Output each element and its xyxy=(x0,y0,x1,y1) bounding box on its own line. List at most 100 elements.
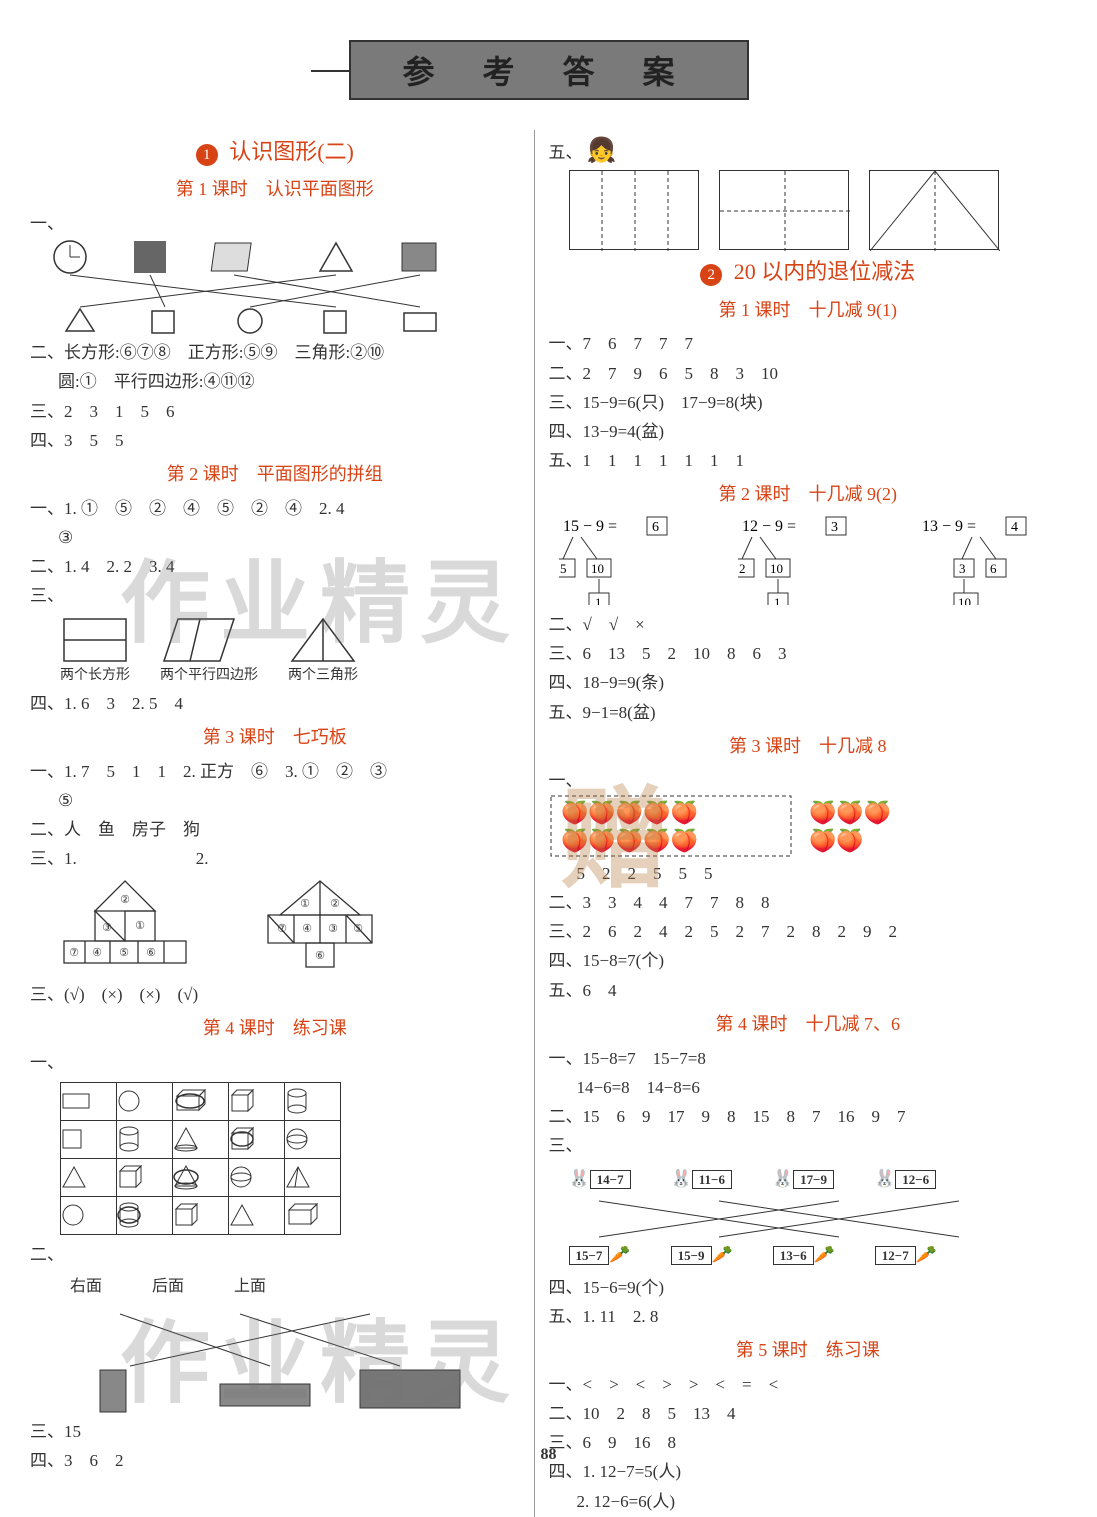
table-row xyxy=(61,1082,341,1120)
r-l4-title: 第 4 课时 十几减 7、6 xyxy=(549,1010,1068,1039)
rabbit-icon: 🐰12−6 xyxy=(874,1165,936,1192)
r-l1-q3: 三、15−9=6(只) 17−9=8(块) xyxy=(549,389,1068,416)
r-l2-q4: 四、18−9=9(条) xyxy=(549,669,1068,696)
l2-shapes: 两个长方形 两个平行四边形 两个三角形 xyxy=(60,615,520,687)
svg-text:6: 6 xyxy=(990,561,997,576)
svg-text:10: 10 xyxy=(770,561,783,576)
svg-text:⑥: ⑥ xyxy=(146,947,156,959)
lbl-para: 两个平行四边形 xyxy=(160,665,258,687)
unit1-text: 认识图形(二) xyxy=(229,139,354,164)
l2-q3: 三、 xyxy=(30,582,520,609)
r-l4-q4: 四、15−6=9(个) xyxy=(549,1274,1068,1301)
svg-text:③: ③ xyxy=(102,922,112,934)
fold-boxes xyxy=(569,170,1068,250)
rabbit-row: 🐰14−7 🐰11−6 🐰17−9 🐰12−6 xyxy=(569,1165,1068,1192)
view-top: 上面 xyxy=(234,1274,266,1300)
unit1-title: 1 认识图形(二) xyxy=(30,134,520,169)
l2-q4: 四、1. 6 3 2. 5 4 xyxy=(30,690,520,717)
l2-q2: 二、1. 4 2. 2 3. 4 xyxy=(30,553,520,580)
r-l1-q2: 二、2 7 9 6 5 8 3 10 xyxy=(549,360,1068,387)
fold-1 xyxy=(569,170,699,250)
r-l5-q4b: 2. 12−6=6(人) xyxy=(549,1488,1068,1515)
shape-table xyxy=(60,1082,341,1235)
r-l5-title: 第 5 课时 练习课 xyxy=(549,1336,1068,1365)
view-labels: 右面 后面 上面 xyxy=(70,1274,520,1300)
shape-two-para: 两个平行四边形 xyxy=(160,615,258,687)
svg-text:⑥: ⑥ xyxy=(315,950,325,962)
r-l2-q3: 三、6 13 5 2 10 8 6 3 xyxy=(549,640,1068,667)
r-l1-q5: 五、1 1 1 1 1 1 1 xyxy=(549,447,1068,474)
svg-text:12 − 9 =: 12 − 9 = xyxy=(742,518,796,535)
svg-text:6: 6 xyxy=(652,520,659,535)
view-right: 右面 xyxy=(70,1274,102,1300)
rabbit-icon: 🐰17−9 xyxy=(772,1165,834,1192)
r-l3-q3: 三、2 6 2 4 2 5 2 7 2 8 2 9 2 xyxy=(549,918,1068,945)
r-l1-q1: 一、7 6 7 7 7 xyxy=(549,330,1068,357)
fold-2 xyxy=(719,170,849,250)
svg-text:①: ① xyxy=(300,898,310,910)
r-l3-line1: 5 2 2 5 5 5 xyxy=(549,860,1068,887)
carrot-icon: 15−9🥕 xyxy=(671,1241,733,1268)
r-l3-title: 第 3 课时 十几减 8 xyxy=(549,732,1068,761)
l3-q3: 三、1. 2. xyxy=(30,845,520,872)
r-l3-peaches: 一、 🍑🍑🍑🍑🍑🍑🍑🍑 🍑🍑🍑🍑🍑🍑🍑 xyxy=(549,767,1068,858)
column-divider xyxy=(534,130,535,1517)
l3-q3check: 三、(√) (×) (×) (√) xyxy=(30,981,520,1008)
unit2-title: 2 20 以内的退位减法 xyxy=(549,254,1068,289)
table-row xyxy=(61,1196,341,1234)
svg-text:🍑🍑: 🍑🍑 xyxy=(809,828,864,853)
svg-text:③: ③ xyxy=(328,923,338,935)
r-l4-q1b: 14−6=8 14−8=6 xyxy=(549,1074,1068,1101)
l3-q1: 一、1. 7 5 1 1 2. 正方 ⑥ 3. ① ② ③ xyxy=(30,758,520,785)
l4-title: 第 4 课时 练习课 xyxy=(30,1014,520,1043)
peach-diagram: 🍑🍑🍑🍑🍑🍑🍑🍑 🍑🍑🍑🍑🍑🍑🍑 xyxy=(549,794,949,858)
unit1-num: 1 xyxy=(196,144,218,166)
l3-title: 第 3 课时 七巧板 xyxy=(30,723,520,752)
r-l2-q2: 二、√ √ × xyxy=(549,611,1068,638)
table-row xyxy=(61,1158,341,1196)
page-number: 88 xyxy=(541,1446,557,1464)
r-l4-q1a: 一、15−8=7 15−7=8 xyxy=(549,1045,1068,1072)
rabbit-icon: 🐰14−7 xyxy=(569,1165,631,1192)
header-banner: 参 考 答 案 xyxy=(349,40,749,100)
fold-3 xyxy=(869,170,999,250)
l2-q1a: 一、1. ① ⑤ ② ④ ⑤ ② ④ 2. 4 xyxy=(30,495,520,522)
r-l3-q5: 五、6 4 xyxy=(549,977,1068,1004)
r-l4-q3: 三、 xyxy=(549,1132,1068,1159)
r-l5-q2: 二、10 2 8 5 13 4 xyxy=(549,1400,1068,1427)
table-row xyxy=(61,1120,341,1158)
header-title: 参 考 答 案 xyxy=(402,47,694,93)
l2-title: 第 2 课时 平面图形的拼组 xyxy=(30,460,520,489)
r-l5-q3: 三、6 9 16 8 xyxy=(549,1429,1068,1456)
lbl-tri: 两个三角形 xyxy=(288,665,358,687)
l1-q2b: 圆:① 平行四边形:④⑪⑫ xyxy=(30,368,520,395)
two-column-layout: 1 认识图形(二) 第 1 课时 认识平面图形 一、 xyxy=(30,130,1067,1517)
r-l3-q2: 二、3 3 4 4 7 7 8 8 xyxy=(549,889,1068,916)
l3-q1b: ⑤ xyxy=(30,787,520,814)
r-l4-q2: 二、15 6 9 17 9 8 15 8 7 16 9 7 xyxy=(549,1103,1068,1130)
rabbit-lines xyxy=(569,1199,1029,1239)
svg-text:10: 10 xyxy=(958,595,971,605)
r-q5-label: 五、 xyxy=(549,143,583,162)
l1-title: 第 1 课时 认识平面图形 xyxy=(30,175,520,204)
r-l5-q1: 一、< > < > > < = < xyxy=(549,1371,1068,1398)
r-l2-title: 第 2 课时 十几减 9(2) xyxy=(549,480,1068,509)
decomp-row: 15 − 9 = 6 5 10 1 12 − 9 = 3 2 10 1 13 −… xyxy=(559,515,1068,605)
r-l4-q5: 五、1. 11 2. 8 xyxy=(549,1303,1068,1330)
rabbit-matching: 🐰14−7 🐰11−6 🐰17−9 🐰12−6 15−7🥕 15−9🥕 13−6… xyxy=(549,1165,1068,1267)
r-l1-q4: 四、13−9=4(盆) xyxy=(549,418,1068,445)
matching-diagram xyxy=(30,237,470,337)
tangram-1: ② ③ ① ⑦④ ⑤⑥ xyxy=(60,877,190,967)
svg-text:🍑🍑🍑🍑🍑: 🍑🍑🍑🍑🍑 xyxy=(561,800,698,825)
r-l3-q4: 四、15−8=7(个) xyxy=(549,947,1068,974)
svg-text:5: 5 xyxy=(560,561,567,576)
l3-q2: 二、人 鱼 房子 狗 xyxy=(30,816,520,843)
svg-text:⑦: ⑦ xyxy=(277,923,287,935)
view-matching xyxy=(60,1306,480,1416)
r-l5-q4a: 四、1. 12−7=5(人) xyxy=(549,1458,1068,1485)
svg-text:⑦: ⑦ xyxy=(69,947,79,959)
svg-text:①: ① xyxy=(135,920,145,932)
r-l1-title: 第 1 课时 十几减 9(1) xyxy=(549,296,1068,325)
svg-text:1: 1 xyxy=(595,595,602,605)
decomp-2: 12 − 9 = 3 2 10 1 xyxy=(738,515,888,605)
